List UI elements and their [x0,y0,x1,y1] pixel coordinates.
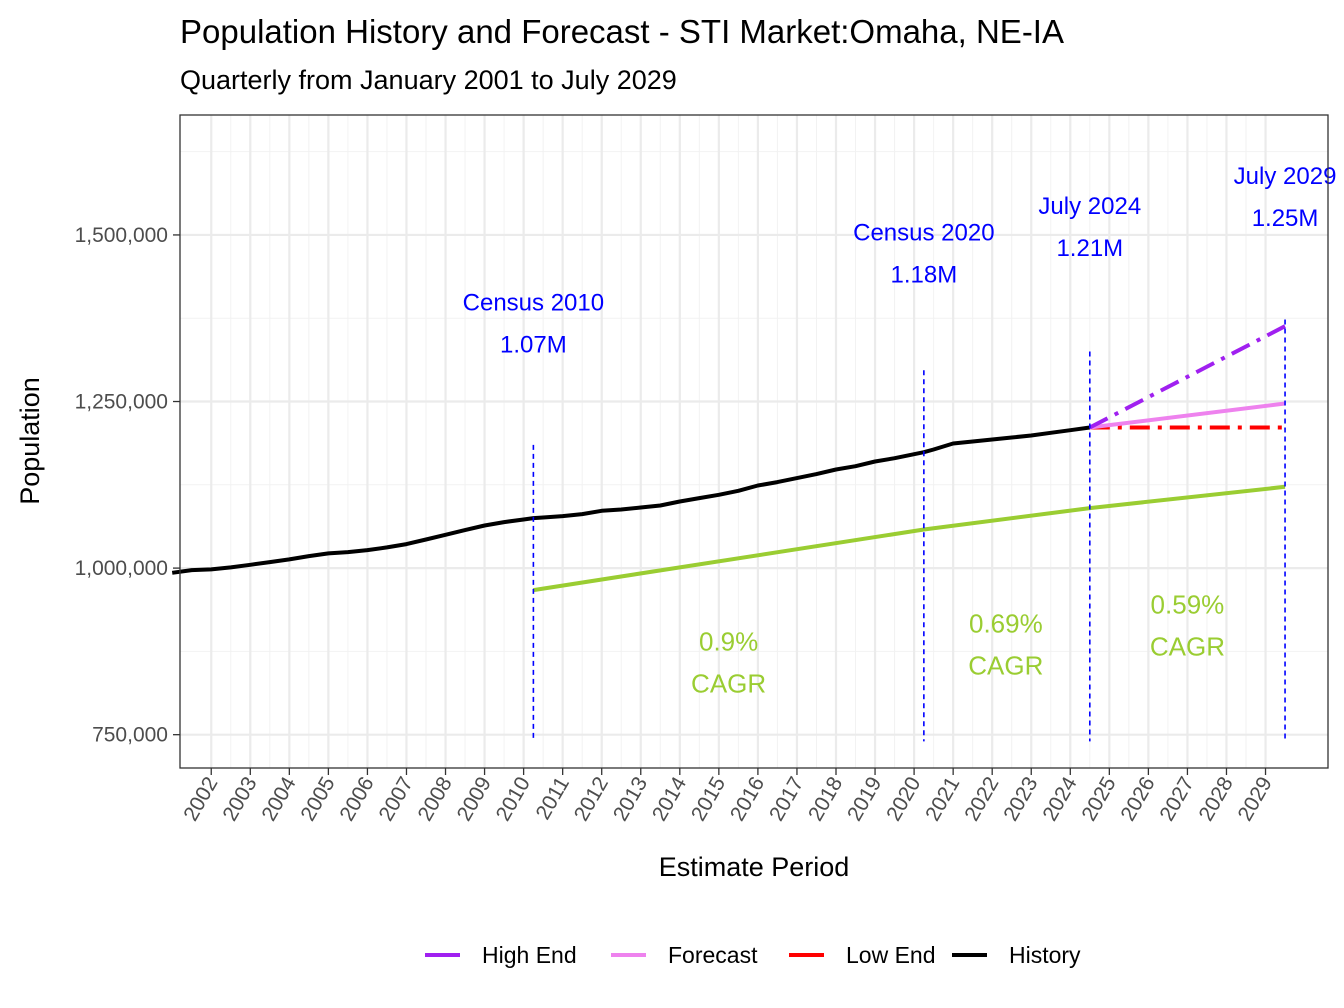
annotation-label: July 2029 [1234,163,1337,190]
y-tick-label: 750,000 [92,724,168,747]
x-tick-label: 2008 [414,773,457,825]
plot-border [179,114,1329,769]
major-gridlines [180,115,1328,768]
annotation-value: 1.25M [1252,205,1319,232]
x-tick-label: 2007 [375,773,418,825]
y-tick-label: 1,000,000 [75,557,168,580]
series-lines [171,324,1286,593]
x-tick-label: 2016 [726,773,769,825]
legend-item-forecast: Forecast [611,942,758,968]
annotation-label: July 2024 [1038,193,1141,220]
x-tick-label: 2023 [999,773,1042,825]
annotation-value: 1.21M [1056,235,1123,262]
x-tick-label: 2012 [570,773,613,825]
series-line-high-end [1088,324,1286,430]
x-tick-label: 2025 [1077,773,1120,825]
x-tick-label: 2024 [1038,773,1081,825]
x-tick-label: 2017 [765,773,808,825]
cagr-label: CAGR [968,650,1043,680]
x-tick-label: 2028 [1195,773,1238,825]
x-tick-label: 2014 [648,773,691,825]
legend-item-high-end: High End [425,942,577,968]
annotation-label: Census 2010 [463,290,604,317]
series-line-forecast [1089,401,1286,430]
x-tick-label: 2003 [218,773,261,825]
x-tick-label: 2009 [453,773,496,825]
chart-title: Population History and Forecast - STI Ma… [180,13,1064,50]
legend-item-low-end: Low End [789,942,936,968]
annotation-label: Census 2020 [853,220,994,247]
reference-lines [532,319,1286,742]
cagr-value: 0.9% [699,626,758,656]
annotation-value: 1.18M [891,262,958,289]
legend-item-history: History [952,942,1081,968]
x-tick-label: 2018 [804,773,847,825]
minor-gridlines [180,115,1328,768]
x-tick-label: 2015 [687,773,730,825]
x-tick-label: 2011 [532,773,575,824]
x-tick-label: 2002 [179,773,222,825]
x-tick-label: 2013 [609,773,652,825]
x-tick-label: 2006 [335,773,378,825]
x-tick-label: 2022 [960,773,1003,825]
legend: High End Forecast Low End History [425,942,1081,968]
y-tick-label: 1,250,000 [75,391,168,414]
x-axis: 2002200320042005200620072008200920102011… [179,768,1277,825]
annotation-value: 1.07M [500,332,567,359]
plot-background [180,115,1328,768]
x-axis-title: Estimate Period [659,852,850,882]
x-tick-label: 2027 [1155,773,1198,825]
legend-label: History [1009,942,1081,968]
cagr-value: 0.69% [969,608,1043,638]
chart-subtitle: Quarterly from January 2001 to July 2029 [180,65,677,95]
series-line-cagr-trend [533,484,1286,593]
annotations: Census 2010 1.07M Census 2020 1.18M July 202… [463,163,1337,698]
x-tick-label: 2021 [921,773,964,825]
x-tick-label: 2005 [296,773,339,825]
x-tick-label: 2004 [257,773,300,825]
y-axis: 750,000 1,000,000 1,250,000 1,500,000 [75,224,180,747]
x-tick-label: 2026 [1116,773,1159,825]
legend-label: Forecast [668,942,758,968]
x-tick-label: 2020 [882,773,925,825]
legend-label: Low End [846,942,936,968]
x-tick-label: 2010 [492,773,535,825]
legend-label: High End [482,942,577,968]
series-line-history [171,425,1091,575]
x-tick-label: 2019 [843,773,886,825]
y-axis-title: Population [15,377,45,505]
cagr-label: CAGR [1150,632,1225,662]
plot-panel [180,115,1328,768]
y-tick-label: 1,500,000 [75,224,168,247]
cagr-value: 0.59% [1151,590,1225,620]
cagr-label: CAGR [691,668,766,698]
x-tick-label: 2029 [1234,773,1277,825]
